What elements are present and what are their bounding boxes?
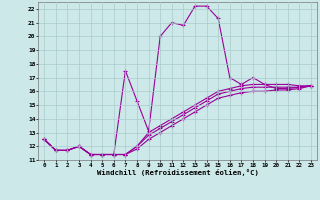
X-axis label: Windchill (Refroidissement éolien,°C): Windchill (Refroidissement éolien,°C) [97,169,259,176]
